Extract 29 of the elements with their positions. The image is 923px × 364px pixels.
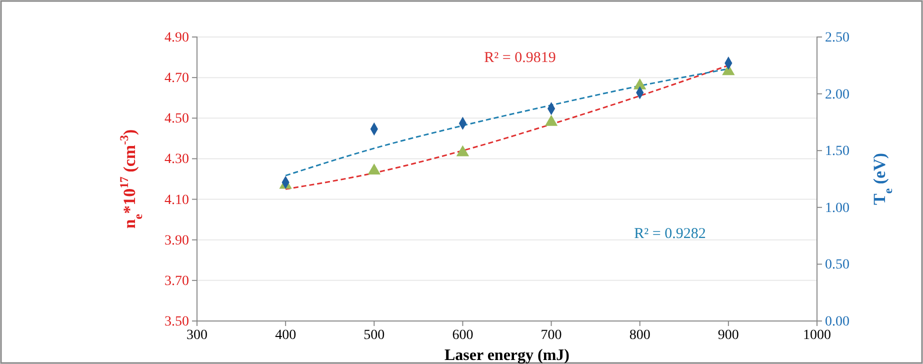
- point: [634, 78, 646, 90]
- x-tick-label: 400: [275, 328, 296, 343]
- annotation: R² = 0.9819: [484, 50, 556, 66]
- y-tick-label: 4.30: [164, 152, 189, 168]
- point: [456, 145, 470, 156]
- y2-tick-label: 2.00: [825, 87, 850, 102]
- y-tick-label: 4.10: [164, 192, 189, 208]
- x-tick-label: 300: [186, 328, 208, 343]
- y-tick-label: 4.50: [164, 112, 189, 127]
- annotation: R² = 0.9282: [634, 226, 706, 242]
- y-tick-label: 3.50: [164, 314, 189, 330]
- x-tick-label: 600: [452, 328, 474, 343]
- y-tick-label: 3.90: [164, 233, 189, 248]
- y-tick-label: 4.70: [164, 71, 189, 86]
- y2-tick-label: 1.00: [825, 200, 850, 216]
- x-tick-label: 1000: [803, 328, 831, 343]
- point: [544, 114, 558, 126]
- x-tick-label: 500: [364, 328, 385, 343]
- y-tick-label: 3.70: [164, 274, 189, 289]
- y2-tick-label: 1.50: [825, 144, 850, 160]
- y-tick-label: 4.90: [164, 30, 189, 46]
- y2-tick-label: 2.50: [825, 30, 850, 46]
- x-axis-title: Laser energy (mJ): [444, 347, 570, 364]
- point: [368, 164, 380, 175]
- x-tick-label: 900: [718, 328, 739, 343]
- x-tick-label: 800: [629, 328, 650, 343]
- y2-tick-label: 0.50: [825, 258, 850, 273]
- y2-tick-label: 0.00: [825, 314, 850, 330]
- x-tick-label: 700: [540, 328, 562, 343]
